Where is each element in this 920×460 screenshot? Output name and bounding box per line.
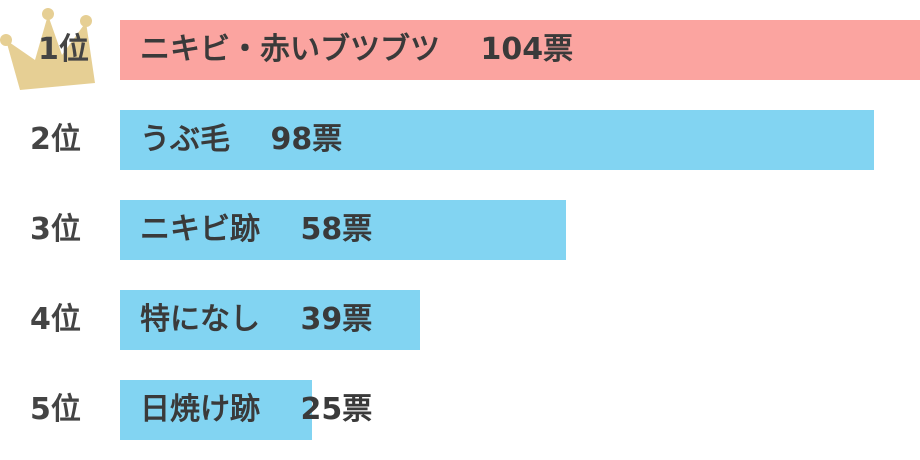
rank-label: 4位	[30, 302, 81, 337]
bar-value-label: ニキビ・赤いブツブツ 104票	[140, 32, 574, 67]
bar-row: 1位 ニキビ・赤いブツブツ 104票	[0, 20, 920, 80]
bar	[120, 200, 566, 260]
bar-value-label: 日焼け跡 25票	[140, 392, 373, 427]
bar-value-label: うぶ毛 98票	[140, 122, 343, 157]
rank-label: 1位	[38, 32, 89, 67]
bar	[120, 110, 874, 170]
bar-row: 4位 特になし 39票	[0, 290, 920, 350]
bar	[120, 380, 312, 440]
bar-value-label: ニキビ跡 58票	[140, 212, 373, 247]
bar-value-label: 特になし 39票	[140, 302, 373, 337]
bar	[120, 290, 420, 350]
bar-row: 5位 日焼け跡 25票	[0, 380, 920, 440]
rank-label: 5位	[30, 392, 81, 427]
rank-label: 3位	[30, 212, 81, 247]
crown-icon	[0, 8, 95, 90]
bar	[120, 20, 920, 80]
rank-label: 2位	[30, 122, 81, 157]
bar-row: 2位 うぶ毛 98票	[0, 110, 920, 170]
bar-row: 3位 ニキビ跡 58票	[0, 200, 920, 260]
